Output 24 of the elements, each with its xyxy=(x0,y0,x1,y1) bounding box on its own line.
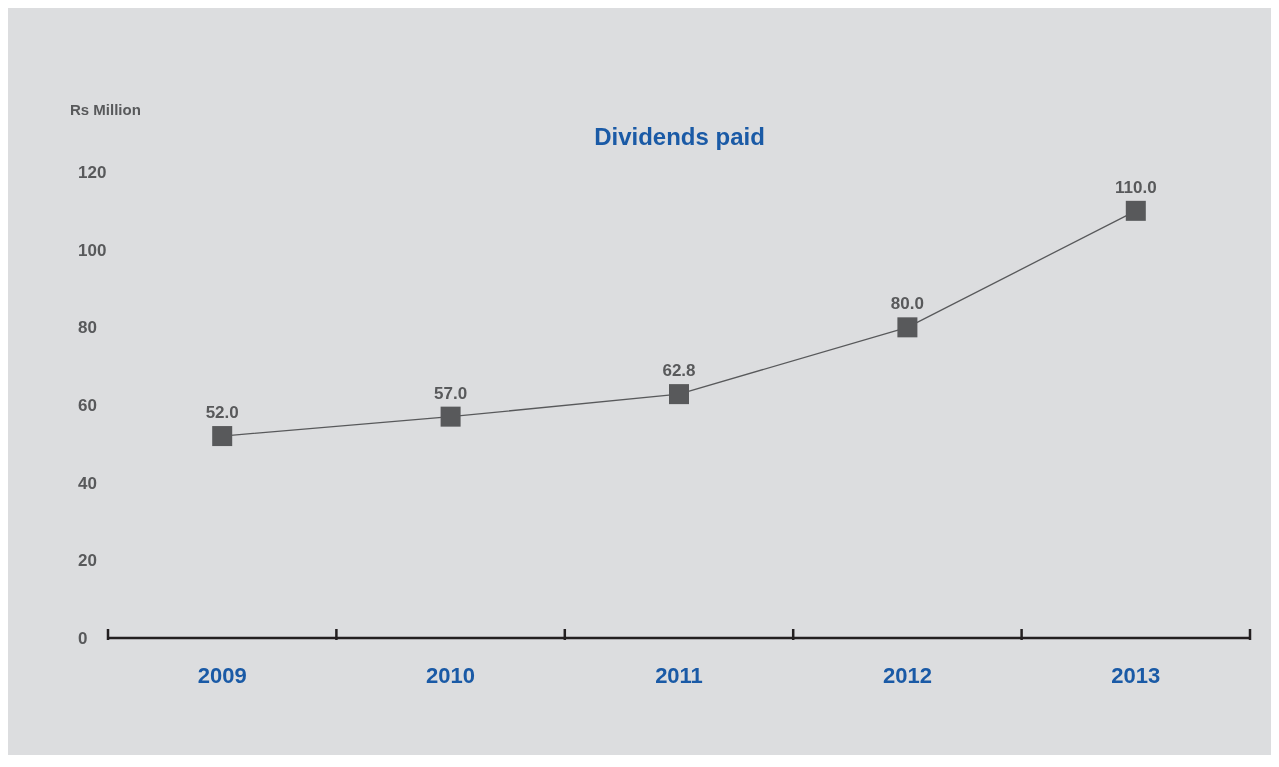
x-tick-label: 2013 xyxy=(1111,663,1161,688)
data-label: 52.0 xyxy=(205,403,239,423)
y-tick-label: 100 xyxy=(78,240,107,260)
point xyxy=(897,317,918,338)
data-label: 80.0 xyxy=(890,294,924,314)
y-tick-label: 0 xyxy=(78,629,88,648)
y-axis-title: Rs Million xyxy=(70,101,141,118)
point xyxy=(1125,200,1146,221)
y-tick-label: 20 xyxy=(78,551,97,571)
y-tick-label: 40 xyxy=(78,473,97,493)
chart-title: Dividends paid xyxy=(594,123,765,150)
x-tick-label: 2009 xyxy=(197,663,247,688)
point xyxy=(440,406,461,427)
y-tick-label: 80 xyxy=(78,318,97,338)
point xyxy=(212,426,233,447)
point xyxy=(669,384,689,405)
data-label: 57.0 xyxy=(434,383,468,403)
x-tick-label: 2010 xyxy=(426,663,476,688)
y-tick-label: 120 xyxy=(78,163,107,182)
x-tick-label: 2011 xyxy=(655,663,703,688)
x-tick-label: 2012 xyxy=(882,663,932,688)
data-label: 110.0 xyxy=(1115,177,1157,197)
data-label: 62.8 xyxy=(662,361,696,381)
y-tick-label: 60 xyxy=(78,396,97,415)
